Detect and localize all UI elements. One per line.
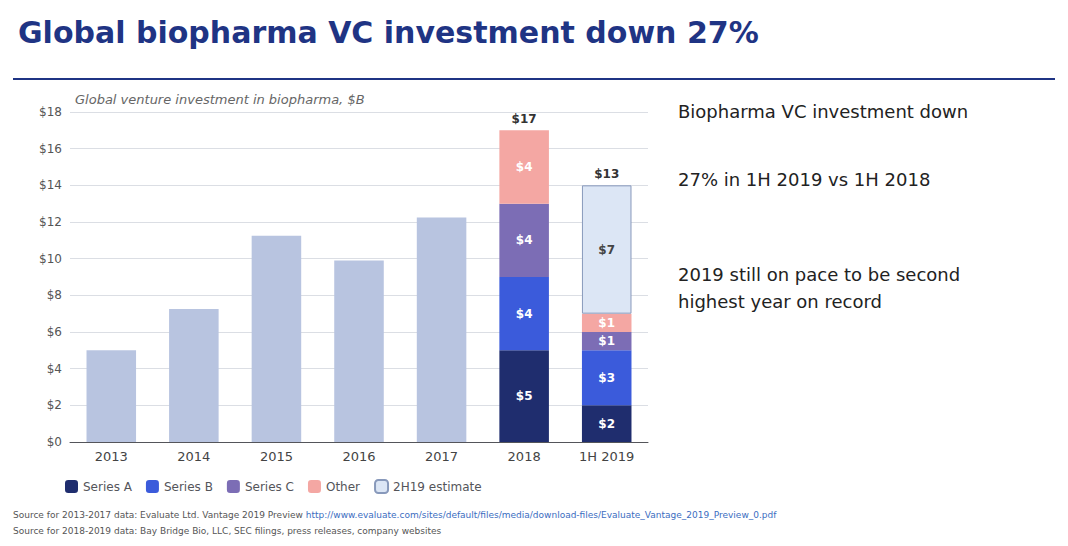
- svg-text:2019 still on pace to be secon: 2019 still on pace to be second: [678, 264, 960, 285]
- svg-text:$8: $8: [47, 288, 62, 302]
- svg-text:$7: $7: [598, 243, 615, 257]
- svg-text:$4: $4: [516, 233, 533, 247]
- svg-text:Source for 2013-2017 data: Eva: Source for 2013-2017 data: Evaluate Ltd.…: [13, 510, 306, 520]
- svg-text:2015: 2015: [260, 449, 293, 464]
- svg-text:Series A: Series A: [83, 480, 133, 494]
- svg-text:Source for 2018-2019 data: Bay: Source for 2018-2019 data: Bay Bridge Bi…: [13, 526, 442, 536]
- svg-text:$14: $14: [39, 178, 62, 192]
- svg-text:$6: $6: [47, 325, 62, 339]
- svg-text:$0: $0: [47, 435, 62, 449]
- svg-text:1H 2019: 1H 2019: [579, 449, 634, 464]
- svg-text:$13: $13: [594, 167, 619, 181]
- svg-text:$4: $4: [516, 160, 533, 174]
- svg-text:$1: $1: [598, 316, 615, 330]
- svg-text:Biopharma VC investment down: Biopharma VC investment down: [678, 101, 968, 122]
- svg-text:$3: $3: [598, 371, 615, 385]
- svg-text:$2: $2: [47, 398, 62, 412]
- svg-text:2014: 2014: [177, 449, 210, 464]
- svg-text:$10: $10: [39, 252, 62, 266]
- svg-text:$2: $2: [598, 417, 615, 431]
- svg-text:2H19 estimate: 2H19 estimate: [393, 480, 482, 494]
- svg-text:$12: $12: [39, 215, 62, 229]
- svg-text:$4: $4: [516, 307, 533, 321]
- svg-text:2016: 2016: [342, 449, 375, 464]
- svg-text:2017: 2017: [425, 449, 458, 464]
- svg-text:Global biopharma VC investment: Global biopharma VC investment down 27%: [18, 15, 759, 50]
- svg-text:27% in 1H 2019 vs 1H 2018: 27% in 1H 2019 vs 1H 2018: [678, 169, 930, 190]
- svg-text:$5: $5: [516, 389, 533, 403]
- svg-text:Series C: Series C: [245, 480, 294, 494]
- svg-text:$4: $4: [47, 362, 62, 376]
- svg-text:Series B: Series B: [164, 480, 213, 494]
- svg-text:http://www.evaluate.com/sites/: http://www.evaluate.com/sites/default/fi…: [306, 510, 778, 520]
- svg-text:$1: $1: [598, 334, 615, 348]
- svg-text:$17: $17: [512, 112, 537, 126]
- svg-text:2018: 2018: [508, 449, 541, 464]
- svg-text:$18: $18: [39, 105, 62, 119]
- svg-text:Global venture investment in b: Global venture investment in biopharma, …: [75, 92, 365, 107]
- svg-text:2013: 2013: [95, 449, 128, 464]
- svg-text:Other: Other: [326, 480, 360, 494]
- svg-text:highest year on record: highest year on record: [678, 291, 882, 312]
- svg-text:$16: $16: [39, 142, 62, 156]
